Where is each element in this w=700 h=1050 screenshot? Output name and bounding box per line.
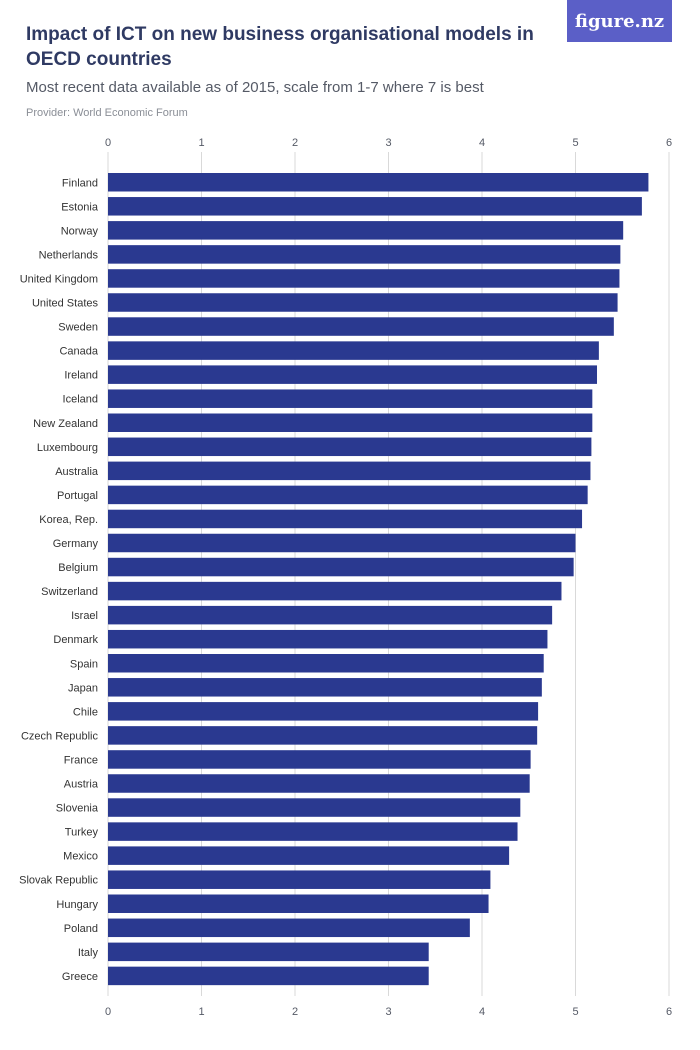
bottom-x-tick-label: 2 <box>292 1006 298 1018</box>
category-label: Portugal <box>57 490 98 502</box>
category-label: Switzerland <box>41 586 98 598</box>
bottom-x-tick-label: 4 <box>479 1006 485 1018</box>
bar-greece[interactable] <box>108 966 429 986</box>
category-label: Chile <box>73 706 98 718</box>
bar-belgium[interactable] <box>108 557 574 577</box>
top-x-tick-label: 5 <box>572 137 578 149</box>
bottom-x-tick-label: 5 <box>572 1006 578 1018</box>
bar-norway[interactable] <box>108 221 624 240</box>
bar-denmark[interactable] <box>108 629 548 649</box>
bar-slovenia[interactable] <box>108 798 521 817</box>
bar-iceland[interactable] <box>108 389 593 408</box>
category-label: New Zealand <box>33 418 98 430</box>
category-label: Korea, Rep. <box>39 514 98 526</box>
top-x-tick-label: 4 <box>479 137 485 149</box>
category-label: Ireland <box>64 370 98 382</box>
category-label: Turkey <box>65 827 99 839</box>
category-label: Slovak Republic <box>19 875 98 887</box>
bar-australia[interactable] <box>108 461 591 481</box>
category-label: Germany <box>53 538 99 550</box>
bar-sweden[interactable] <box>108 317 614 336</box>
bottom-x-tick-label: 0 <box>105 1006 111 1018</box>
bar-austria[interactable] <box>108 774 530 793</box>
provider-credit: Provider: World Economic Forum <box>26 107 188 119</box>
bar-hungary[interactable] <box>108 894 489 914</box>
category-label: Slovenia <box>56 803 99 815</box>
category-label: Norway <box>61 225 99 237</box>
bar-canada[interactable] <box>108 341 599 360</box>
bar-spain[interactable] <box>108 654 544 673</box>
category-label: Sweden <box>58 322 98 334</box>
bar-poland[interactable] <box>108 918 470 938</box>
category-label: United States <box>32 298 99 310</box>
category-label: Luxembourg <box>37 442 98 454</box>
category-label: Israel <box>71 610 98 622</box>
bars <box>108 173 649 986</box>
bar-netherlands[interactable] <box>108 245 621 264</box>
category-label: Canada <box>59 346 98 358</box>
top-x-tick-label: 6 <box>666 137 672 149</box>
top-x-tick-label: 0 <box>105 137 111 149</box>
bar-mexico[interactable] <box>108 846 510 865</box>
bottom-x-tick-label: 6 <box>666 1006 672 1018</box>
bottom-x-tick-label: 1 <box>198 1006 204 1018</box>
category-label: Czech Republic <box>21 730 99 742</box>
bar-new-zealand[interactable] <box>108 413 593 433</box>
category-label: Denmark <box>53 634 98 646</box>
bar-france[interactable] <box>108 750 531 769</box>
bar-united-kingdom[interactable] <box>108 269 620 288</box>
category-label: Iceland <box>63 394 98 406</box>
category-label: Mexico <box>63 851 98 863</box>
bar-italy[interactable] <box>108 942 429 962</box>
bar-korea-rep[interactable] <box>108 509 583 529</box>
category-label: Japan <box>68 682 98 694</box>
bar-japan[interactable] <box>108 678 542 697</box>
bar-finland[interactable] <box>108 173 649 192</box>
bar-luxembourg[interactable] <box>108 437 592 457</box>
chart-title: Impact of ICT on new business organisati… <box>26 24 534 70</box>
bar-ireland[interactable] <box>108 365 598 384</box>
category-label: Poland <box>64 923 98 935</box>
bottom-x-tick-label: 3 <box>385 1006 391 1018</box>
category-label: Spain <box>70 658 98 670</box>
bar-chile[interactable] <box>108 702 539 721</box>
category-label: Netherlands <box>39 249 99 261</box>
bar-estonia[interactable] <box>108 197 642 216</box>
category-label: Finland <box>62 177 98 189</box>
chart-subtitle: Most recent data available as of 2015, s… <box>26 79 484 96</box>
bar-united-states[interactable] <box>108 293 618 312</box>
top-x-tick-label: 2 <box>292 137 298 149</box>
top-x-tick-label: 3 <box>385 137 391 149</box>
axis-ticks: 0 0 1 1 2 2 3 3 4 4 5 5 6 6 <box>105 137 672 1018</box>
bar-germany[interactable] <box>108 533 576 553</box>
bar-slovak-republic[interactable] <box>108 870 491 889</box>
top-x-tick-label: 1 <box>198 137 204 149</box>
category-label: Austria <box>64 779 99 791</box>
category-label: United Kingdom <box>20 273 98 285</box>
category-label: Greece <box>62 971 98 983</box>
category-label: Italy <box>78 947 99 959</box>
category-label: Australia <box>55 466 99 478</box>
bar-switzerland[interactable] <box>108 581 562 601</box>
bar-israel[interactable] <box>108 605 553 625</box>
category-label: Estonia <box>61 201 99 213</box>
category-labels: Finland Estonia Norway Netherlands United Ki… <box>19 177 99 983</box>
bar-portugal[interactable] <box>108 485 588 505</box>
bar-czech-republic[interactable] <box>108 726 538 745</box>
category-label: Hungary <box>56 899 98 911</box>
category-label: Belgium <box>58 562 98 574</box>
category-label: France <box>64 754 98 766</box>
figure-nz-logo[interactable]: figure.nz <box>567 0 672 42</box>
bar-turkey[interactable] <box>108 822 518 841</box>
